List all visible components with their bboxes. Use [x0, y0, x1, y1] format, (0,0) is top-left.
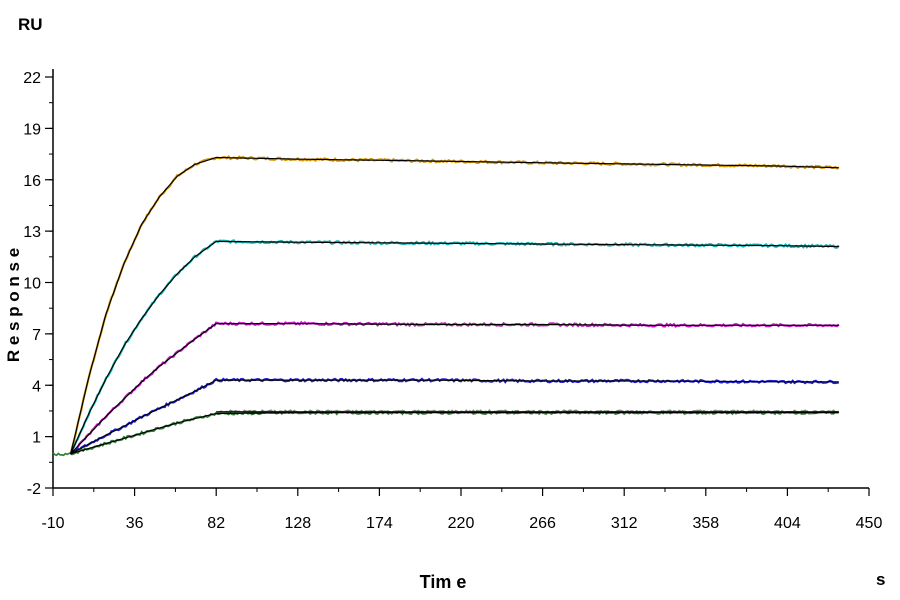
series-layer: [52, 154, 840, 457]
x-tick-label: 266: [529, 515, 556, 532]
x-tick-label: -10: [41, 515, 64, 532]
series-trace: [70, 409, 840, 456]
axes: 22 19 16 13 10 7 4 1 -2-10 36 82 128 174 220 266 312 358…: [23, 69, 882, 532]
x-tick-label: 220: [448, 515, 475, 532]
x-tick-label: 450: [856, 515, 883, 532]
y-tick-label: 4: [32, 378, 41, 395]
fit-curves-layer: [70, 156, 839, 455]
fit-curve: [70, 379, 839, 455]
y-tick-label: 16: [23, 173, 41, 190]
x-tick-label: 174: [366, 515, 393, 532]
x-tick-label: 312: [611, 515, 638, 532]
y-tick-label: 19: [23, 121, 41, 138]
y-tick-label: 7: [32, 327, 41, 344]
x-tick-label: 404: [774, 515, 801, 532]
y-tick-label: 1: [32, 430, 41, 447]
y-tick-label: 10: [23, 276, 41, 293]
series-trace: [69, 320, 840, 455]
y-tick-label: 13: [23, 224, 41, 241]
y-tick-label: 22: [23, 70, 41, 87]
fit-curve: [70, 240, 839, 455]
series-trace: [69, 154, 840, 455]
y-tick-label: -2: [27, 481, 41, 498]
x-tick-label: 36: [126, 515, 144, 532]
x-unit-label: s: [876, 570, 885, 589]
fit-curve: [70, 412, 839, 455]
x-axis-title: Tim e: [420, 572, 467, 592]
fit-curve: [70, 323, 839, 455]
series-trace: [69, 377, 839, 456]
x-tick-label: 358: [692, 515, 719, 532]
y-unit-label: RU: [18, 15, 43, 34]
y-axis-title: R e s p o n s e: [4, 248, 23, 362]
baseline-trace: [52, 451, 72, 457]
fit-curve: [70, 156, 839, 454]
x-tick-label: 82: [207, 515, 225, 532]
x-tick-label: 128: [284, 515, 311, 532]
